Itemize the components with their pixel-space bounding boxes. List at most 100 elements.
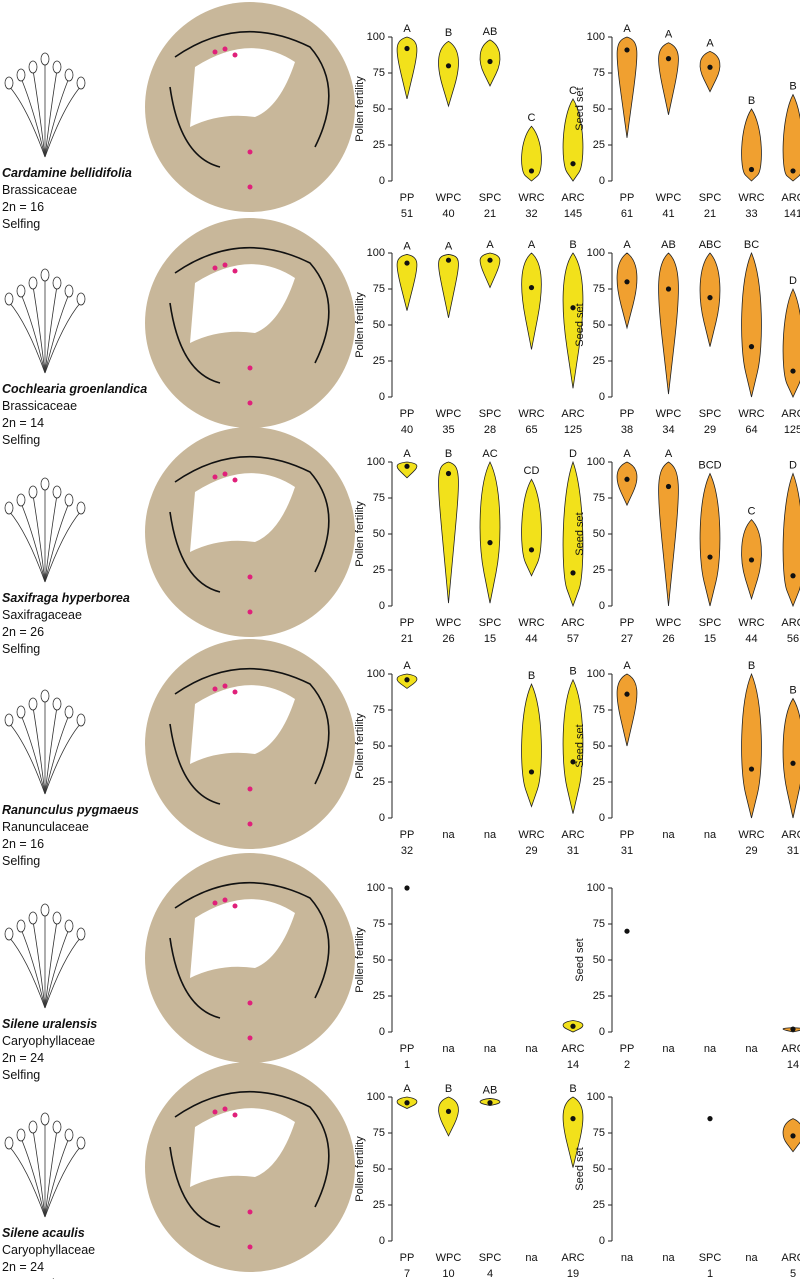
significance-letter: A: [445, 240, 453, 252]
sample-size: 27: [621, 633, 633, 645]
significance-letter: B: [789, 684, 796, 696]
median-dot: [445, 470, 452, 477]
y-tick-label: 0: [599, 1026, 605, 1038]
y-tick-label: 25: [373, 564, 385, 576]
category-label: na: [484, 829, 497, 841]
map-site: [247, 1000, 253, 1006]
y-axis-label: Seed set: [574, 938, 586, 981]
violin: [616, 36, 638, 138]
plant-stem: [20, 714, 46, 795]
category-label: ARC: [781, 1043, 800, 1055]
median-dot: [624, 476, 630, 482]
plant-leaf: [52, 697, 62, 711]
plant-stem: [8, 301, 46, 374]
median-dot: [707, 554, 713, 560]
significance-letter: C: [748, 506, 756, 518]
sample-size: 21: [401, 633, 413, 645]
sample-size: 40: [442, 208, 454, 220]
category-label: SPC: [479, 408, 502, 420]
plant-sketch: [4, 1112, 86, 1218]
y-axis-label: Pollen fertility: [354, 927, 366, 993]
species-chromosome: 2n = 14: [2, 416, 44, 430]
y-tick-label: 100: [367, 1091, 385, 1103]
map-site: [247, 609, 253, 615]
species-family: Saxifragaceae: [2, 608, 82, 622]
sample-size: 41: [662, 208, 674, 220]
median-dot: [790, 1026, 796, 1032]
median-dot: [624, 691, 630, 697]
plant-stem: [8, 936, 46, 1009]
sample-size: 141: [784, 208, 800, 220]
map-ocean: [190, 48, 295, 127]
map-site: [247, 149, 253, 155]
median-dot: [570, 1116, 576, 1122]
map-range: [169, 881, 330, 1019]
significance-letter: A: [623, 448, 631, 460]
significance-letter: AB: [661, 239, 676, 251]
species-chromosome: 2n = 26: [2, 625, 44, 639]
significance-letter: A: [623, 660, 631, 672]
y-tick-label: 100: [587, 456, 605, 468]
category-label: na: [442, 1043, 455, 1055]
y-tick-label: 75: [593, 1127, 605, 1139]
sample-size: 15: [704, 633, 716, 645]
plant-stem: [44, 1145, 82, 1218]
y-tick-label: 100: [367, 247, 385, 259]
plant-leaf: [4, 927, 14, 941]
category-label: PP: [620, 192, 635, 204]
species-name: Silene uralensis: [2, 1017, 97, 1031]
plant-leaf: [64, 705, 74, 719]
sample-size: 125: [784, 424, 800, 436]
map-site: [212, 49, 218, 55]
map-ocean: [190, 1108, 295, 1187]
y-tick-label: 0: [599, 1235, 605, 1247]
sample-size: 21: [484, 208, 496, 220]
y-tick-label: 75: [373, 67, 385, 79]
violin: [562, 678, 584, 814]
y-tick-label: 50: [373, 1163, 385, 1175]
category-label: ARC: [781, 1252, 800, 1264]
plant-stem: [32, 1129, 46, 1218]
category-label: ARC: [561, 829, 584, 841]
species-system: Selfing: [2, 1068, 40, 1082]
category-label: na: [745, 1252, 758, 1264]
sample-size: 51: [401, 208, 413, 220]
plant-leaf: [16, 919, 26, 933]
y-tick-label: 50: [373, 954, 385, 966]
category-label: PP: [620, 829, 635, 841]
y-tick-label: 100: [587, 247, 605, 259]
y-tick-label: 0: [379, 175, 385, 187]
plant-leaf: [28, 276, 38, 290]
median-dot: [487, 58, 493, 65]
violin: [658, 42, 679, 115]
map-site: [247, 365, 253, 371]
species-family: Caryophyllaceae: [2, 1243, 95, 1257]
sample-size: 145: [564, 208, 582, 220]
median-dot: [570, 161, 576, 167]
median-dot: [707, 295, 713, 301]
significance-letter: B: [445, 27, 452, 39]
y-axis-label: Seed set: [574, 724, 586, 767]
plant-stem: [20, 502, 46, 583]
map-site: [247, 574, 253, 580]
species-name: Silene acaulis: [2, 1226, 85, 1240]
plant-sketch: [4, 689, 86, 795]
map-site: [212, 1109, 218, 1115]
map-ocean: [190, 264, 295, 343]
significance-letter: A: [403, 660, 411, 672]
y-tick-label: 100: [367, 882, 385, 894]
significance-letter: AB: [483, 1084, 498, 1096]
violin: [699, 50, 721, 93]
category-label: WRC: [738, 408, 764, 420]
plant-stem: [44, 293, 70, 374]
plant-stem: [44, 494, 58, 583]
median-dot: [624, 47, 630, 53]
sample-size: 7: [404, 1268, 410, 1279]
plant-leaf: [28, 911, 38, 925]
category-label: ARC: [561, 408, 584, 420]
category-label: na: [662, 829, 675, 841]
y-tick-label: 50: [373, 528, 385, 540]
violin: [699, 472, 721, 607]
species-system: Selfing: [2, 217, 40, 231]
